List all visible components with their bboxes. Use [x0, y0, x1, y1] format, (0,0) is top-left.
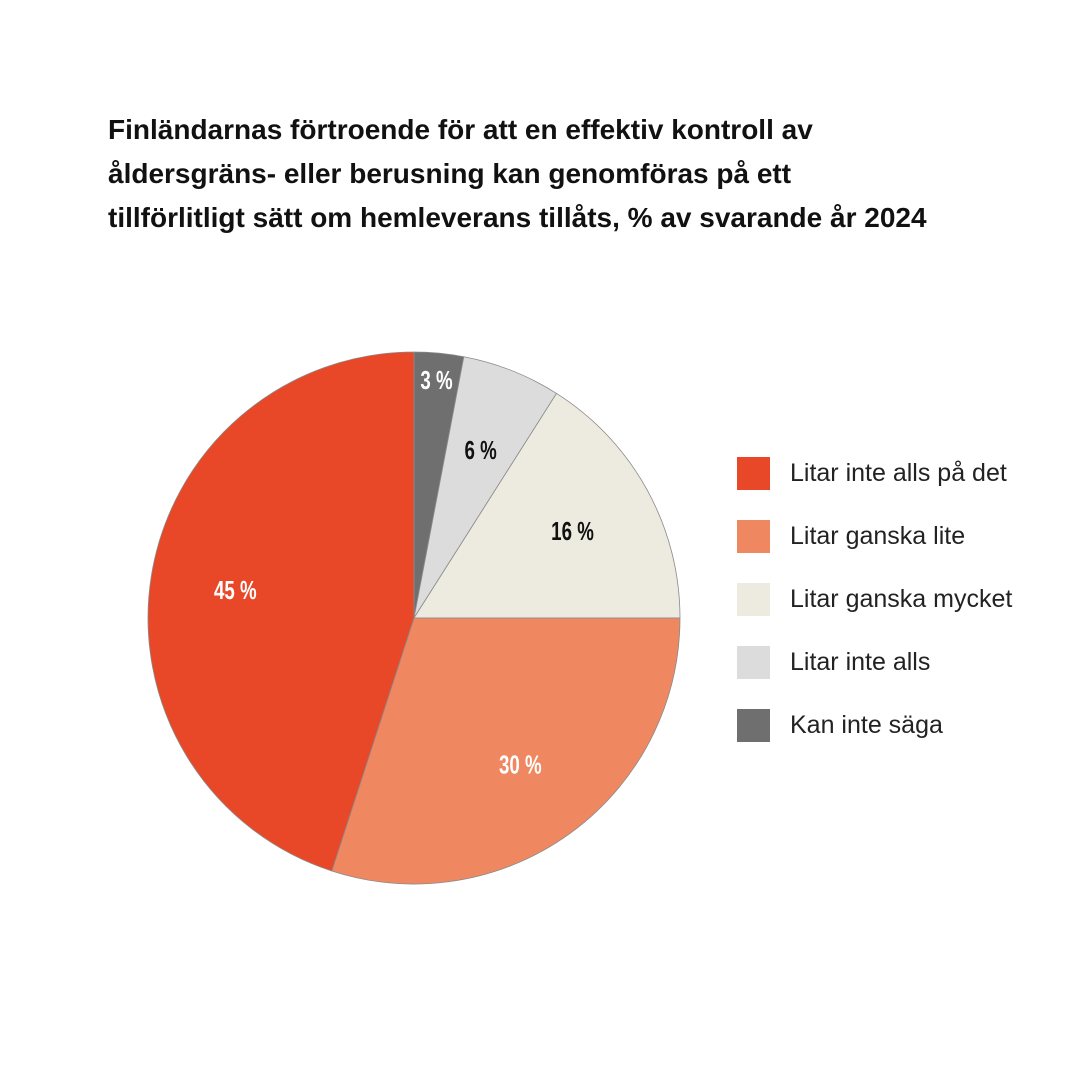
legend-label: Litar inte alls: [790, 647, 931, 676]
pie-slice: [413, 392, 681, 619]
chart-title-line: tillförlitligt sätt om hemleverans tillå…: [108, 202, 927, 233]
legend-label: Litar inte alls på det: [790, 458, 1007, 487]
legend-label: Litar ganska lite: [790, 521, 966, 550]
legend: Litar inte alls på det Litar ganska lite…: [737, 453, 1012, 768]
legend-item: Kan inte säga: [737, 705, 1012, 745]
legend-label: Litar ganska mycket: [790, 584, 1013, 613]
chart-title-line: åldersgräns- eller berusning kan genomfö…: [108, 158, 792, 189]
slice-value-label: 16 %: [551, 516, 594, 546]
slice-value-label: 30 %: [499, 749, 542, 779]
legend-label: Kan inte säga: [790, 710, 943, 739]
slice-value-label: 45 %: [214, 575, 257, 605]
chart-title-line: Finländarnas förtroende för att en effek…: [108, 114, 813, 145]
slice-value-label: 3 %: [420, 365, 452, 395]
legend-item: Litar ganska lite: [737, 516, 1012, 556]
legend-swatch: [737, 582, 770, 616]
pie-slice: [147, 351, 415, 872]
legend-item: Litar inte alls på det: [737, 453, 1012, 493]
pie-labels: 3 % 6 % 16 % 30 % 45 %: [214, 365, 594, 780]
legend-item: Litar ganska mycket: [737, 579, 1012, 619]
legend-swatch: [737, 456, 770, 490]
legend-swatch: [737, 708, 770, 742]
legend-swatch: [737, 645, 770, 679]
slice-value-label: 6 %: [464, 435, 496, 465]
chart-title: Finländarnas förtroende för att en effek…: [108, 108, 1028, 240]
pie-slices: [147, 351, 681, 885]
legend-item: Litar inte alls: [737, 642, 1012, 682]
legend-swatch: [737, 519, 770, 553]
pie-slice: [331, 617, 681, 885]
